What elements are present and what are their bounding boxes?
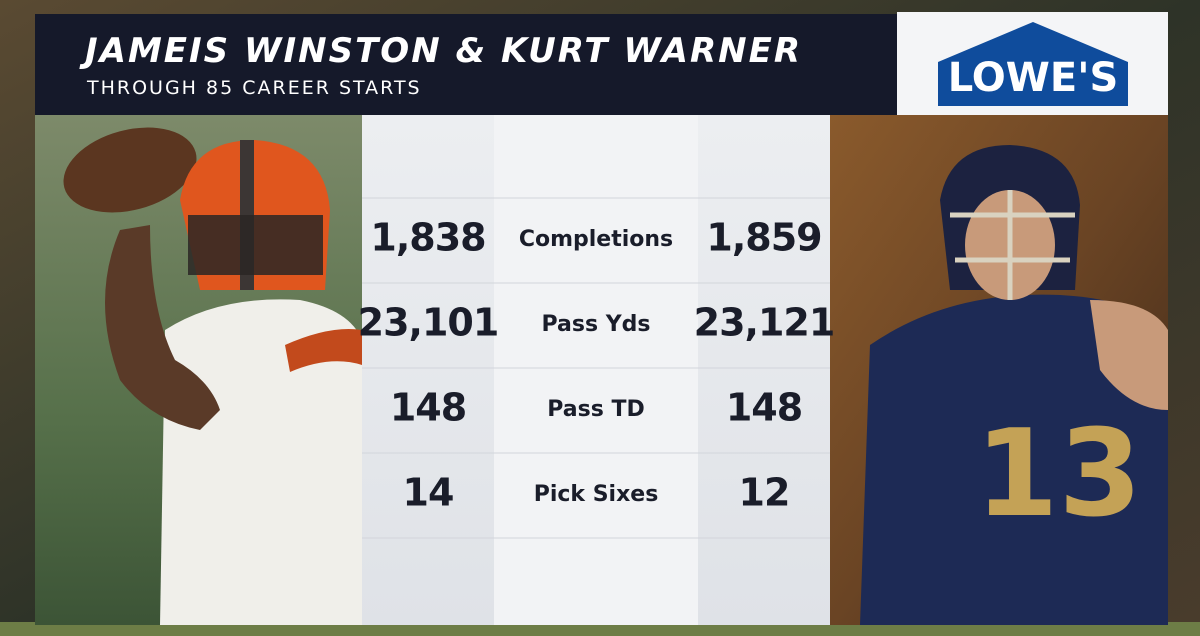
jersey-number: 13: [975, 405, 1142, 544]
subtitle: THROUGH 85 CAREER STARTS: [86, 77, 422, 99]
sponsor-logo: [938, 22, 1128, 106]
right-value: 148: [726, 386, 802, 430]
stat-name: Pass TD: [547, 397, 645, 422]
header-band: [35, 14, 897, 115]
left-photo: [35, 115, 362, 625]
stat-name: Pass Yds: [541, 312, 650, 337]
stat-name: Completions: [519, 227, 673, 252]
stat-column: [494, 115, 698, 625]
left-value: 23,101: [358, 301, 499, 345]
right-value: 23,121: [694, 301, 835, 345]
left-value: 14: [403, 471, 454, 515]
sponsor-name: LOWE'S: [948, 55, 1119, 101]
field-strip: [0, 622, 1200, 636]
right-value: 1,859: [706, 216, 821, 260]
right-value: 12: [739, 471, 790, 515]
right-photo: 13: [830, 115, 1168, 625]
left-column: [362, 115, 494, 625]
stat-name: Pick Sixes: [534, 482, 659, 507]
left-value: 1,838: [370, 216, 485, 260]
title: JAMEIS WINSTON & KURT WARNER: [79, 31, 802, 71]
left-value: 148: [390, 386, 466, 430]
stat-rows: 1,838 Completions 1,859 23,101 Pass Yds 23,12…: [358, 197, 835, 539]
right-column: [698, 115, 830, 625]
